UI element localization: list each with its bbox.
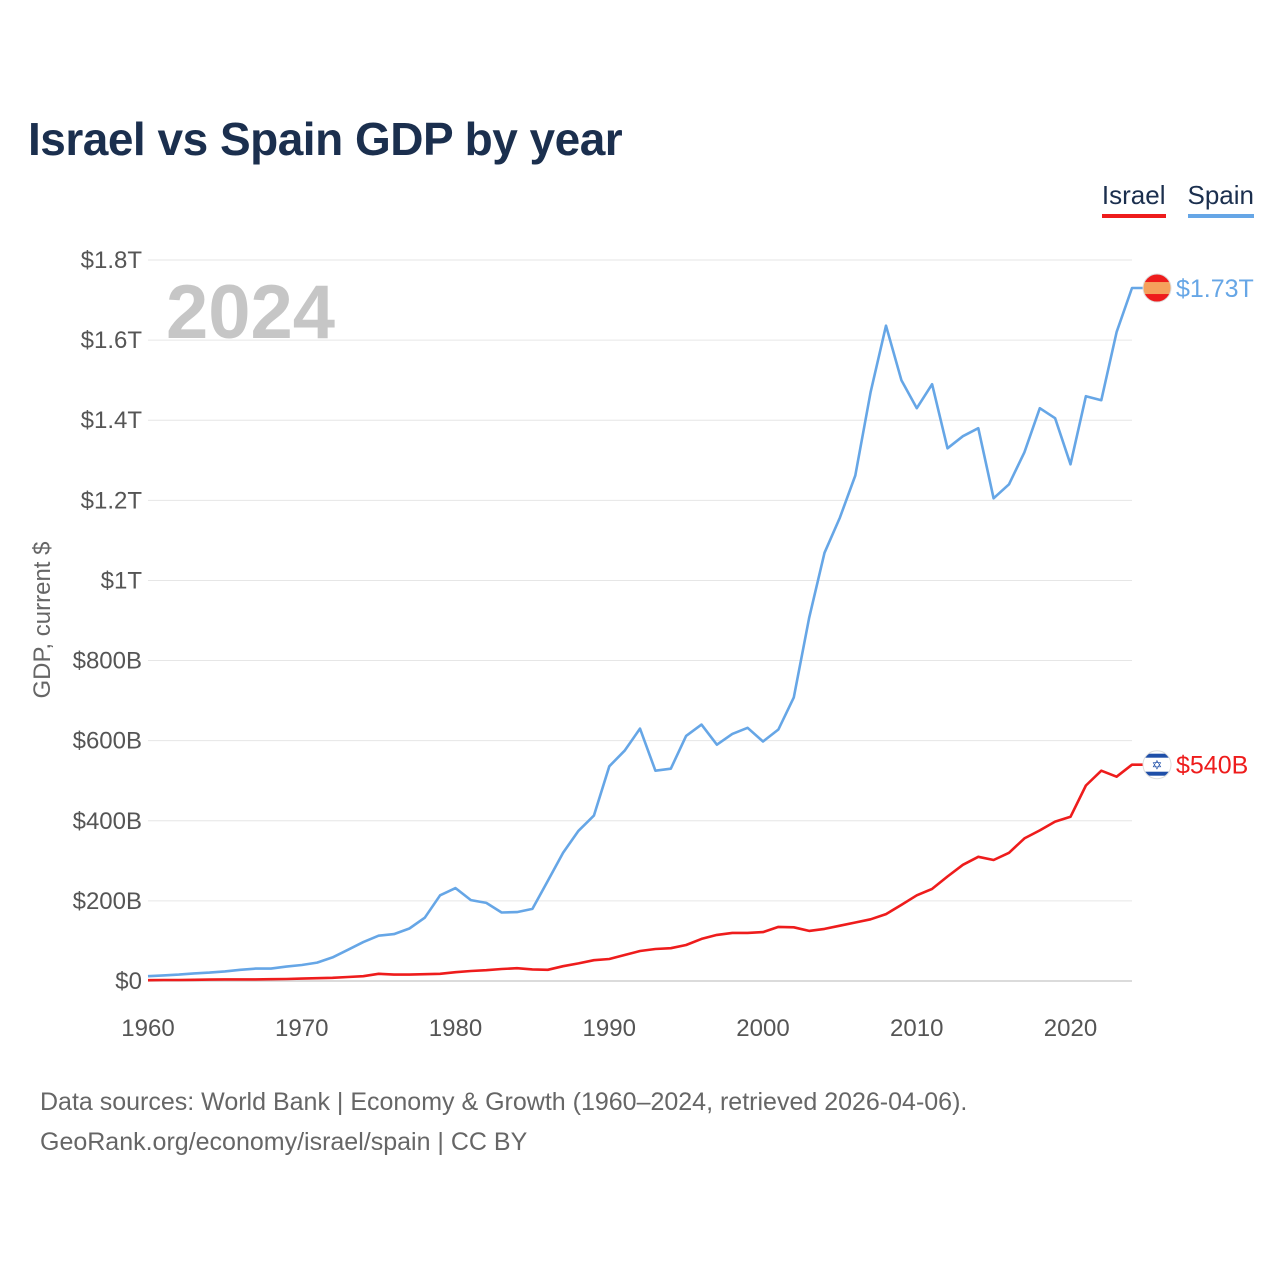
y-axis-label: GDP, current $ — [29, 542, 56, 699]
y-tick-label: $600B — [73, 728, 142, 755]
y-tick-label: $1.2T — [81, 487, 143, 514]
gdp-line-chart: $0 $200B $400B $600B $800B $1T $1.2T $1.4T $1.6T… — [29, 247, 1254, 1042]
svg-text:✡: ✡ — [1152, 758, 1163, 773]
y-tick-label: $1.4T — [81, 407, 143, 434]
x-tick-label: 1970 — [275, 1015, 328, 1042]
y-tick-label: $800B — [73, 648, 142, 675]
israel-flag-icon: ✡ — [1142, 750, 1172, 780]
year-watermark: 2024 — [166, 270, 335, 355]
end-labels: ✡ $540B $1.73T — [1142, 273, 1254, 780]
y-tick-label: $0 — [115, 968, 142, 995]
x-tick-label: 2010 — [890, 1015, 943, 1042]
attribution-note: GeoRank.org/economy/israel/spain | CC BY — [40, 1128, 528, 1156]
data-source-note: Data sources: World Bank | Economy & Gro… — [40, 1088, 968, 1116]
x-tick-label: 1960 — [121, 1015, 174, 1042]
footer: Data sources: World Bank | Economy & Gro… — [40, 1082, 967, 1162]
y-axis-ticks: $0 $200B $400B $600B $800B $1T $1.2T $1.4T $1.6T… — [73, 247, 143, 995]
legend-item-israel[interactable]: Israel — [1101, 180, 1166, 218]
x-tick-label: 1980 — [429, 1015, 482, 1042]
legend-item-spain[interactable]: Spain — [1187, 180, 1254, 218]
x-axis-ticks: 1960 1970 1980 1990 2000 2010 2020 — [121, 1015, 1097, 1042]
end-value-label-israel: $540B — [1176, 752, 1248, 780]
series-line-israel — [147, 763, 1157, 982]
series-line-spain — [147, 286, 1157, 978]
spain-flag-icon — [1142, 273, 1172, 303]
x-tick-label: 2000 — [736, 1015, 789, 1042]
legend: Israel Spain — [1101, 180, 1254, 218]
y-tick-label: $400B — [73, 808, 142, 835]
gridlines — [148, 259, 1132, 982]
x-tick-label: 2020 — [1044, 1015, 1097, 1042]
x-tick-label: 1990 — [583, 1015, 636, 1042]
y-tick-label: $200B — [73, 888, 142, 915]
end-value-label-spain: $1.73T — [1176, 275, 1254, 303]
y-tick-label: $1.6T — [81, 327, 143, 354]
y-tick-label: $1T — [101, 567, 143, 594]
y-tick-label: $1.8T — [81, 247, 143, 274]
chart-title: Israel vs Spain GDP by year — [28, 113, 623, 165]
series-lines — [147, 286, 1157, 982]
